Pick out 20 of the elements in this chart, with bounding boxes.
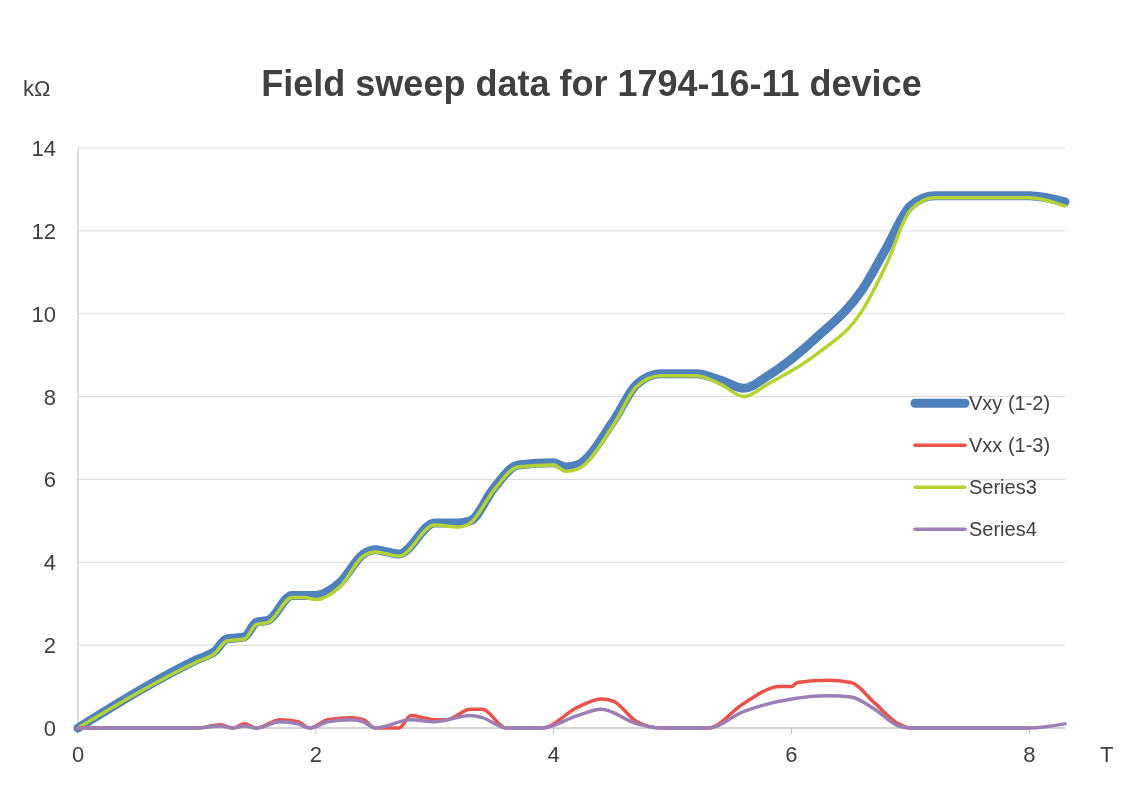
y-tick-label: 6 bbox=[43, 467, 56, 493]
x-tick-label: 6 bbox=[785, 742, 798, 767]
x-tick-label: 8 bbox=[1023, 742, 1036, 767]
x-tick-label: 2 bbox=[309, 742, 322, 767]
y-tick-label: 0 bbox=[43, 716, 56, 741]
y-axis-title: kΩ bbox=[23, 76, 51, 101]
legend-label: Vxx (1-3) bbox=[969, 434, 1051, 457]
y-tick-label: 4 bbox=[43, 550, 56, 576]
y-tick-label: 10 bbox=[31, 301, 56, 327]
x-tick-label: 4 bbox=[547, 742, 560, 767]
y-tick-label: 14 bbox=[31, 136, 56, 161]
legend-label: Vxy (1-2) bbox=[969, 392, 1051, 415]
y-tick-label: 2 bbox=[43, 633, 56, 659]
legend-label: Series3 bbox=[969, 476, 1037, 499]
x-axis-title: T bbox=[1100, 742, 1114, 767]
chart-title: Field sweep data for 1794-16-11 device bbox=[261, 63, 922, 104]
legend-label: Series4 bbox=[969, 518, 1037, 541]
x-tick-label: 0 bbox=[71, 742, 85, 767]
y-tick-label: 8 bbox=[43, 384, 56, 410]
y-tick-label: 12 bbox=[31, 218, 56, 244]
